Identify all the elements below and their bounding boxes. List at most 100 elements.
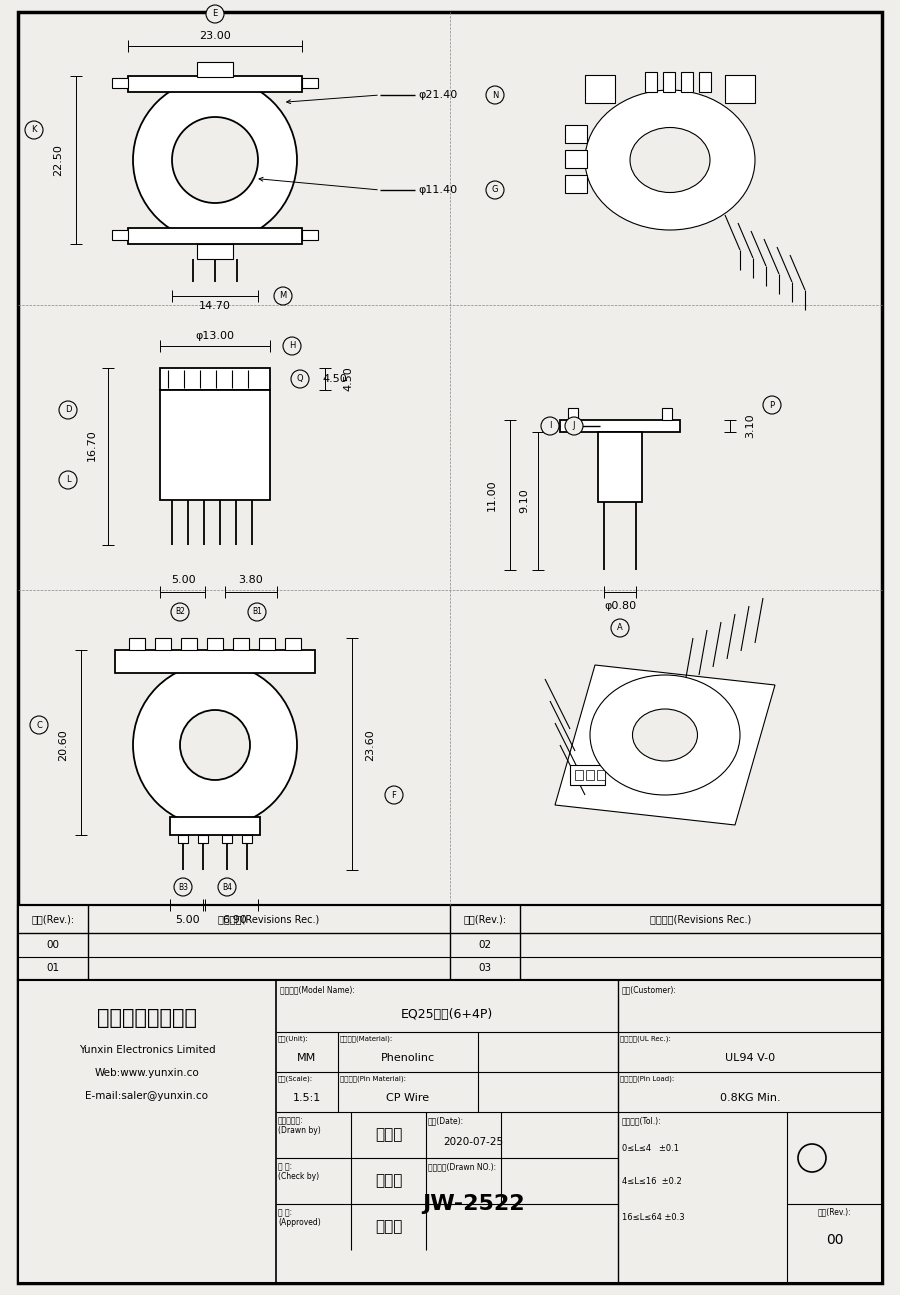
Text: 16≤L≤64 ±0.3: 16≤L≤64 ±0.3 [622,1213,685,1222]
Bar [725,75,755,104]
Bar [155,638,171,650]
Bar [197,243,233,259]
Bar [565,126,587,142]
Text: 针脚材质(Pin Material):: 针脚材质(Pin Material): [340,1075,406,1081]
Circle shape [59,471,77,490]
Text: φ11.40: φ11.40 [418,185,457,196]
Bar [302,231,318,240]
Text: D: D [65,405,71,414]
Text: 规格描述(Model Name):: 规格描述(Model Name): [280,985,355,995]
Text: 修改记录(Revisions Rec.): 修改记录(Revisions Rec.) [651,914,751,925]
Bar [586,771,594,780]
Bar [568,408,578,420]
Text: M: M [279,291,286,300]
Circle shape [206,5,224,23]
Text: N: N [491,91,499,100]
Bar [198,835,208,843]
Bar [181,638,197,650]
Bar [222,835,232,843]
Text: 23.60: 23.60 [365,729,375,761]
Circle shape [218,878,236,896]
Text: I: I [549,421,551,430]
Text: 张生坤: 张生坤 [374,1220,402,1234]
Circle shape [133,78,297,242]
Text: B1: B1 [252,607,262,616]
Text: 4.50: 4.50 [322,374,346,385]
Bar [128,228,302,243]
Ellipse shape [585,89,755,231]
Text: 03: 03 [479,963,491,974]
Text: 版本(Rev.):: 版本(Rev.): [32,914,75,925]
Bar [662,408,672,420]
Circle shape [274,287,292,306]
Circle shape [486,181,504,199]
Bar [565,150,587,168]
Polygon shape [555,666,775,825]
Text: B2: B2 [176,607,184,616]
Bar [112,231,128,240]
Bar [115,650,315,673]
Bar [242,835,252,843]
Bar [178,835,188,843]
Bar [129,638,145,650]
Text: 5.00: 5.00 [175,916,199,925]
Text: 3.10: 3.10 [745,413,755,438]
Circle shape [248,603,266,622]
Bar [585,75,615,104]
Bar [207,638,223,650]
Text: 02: 02 [479,940,491,949]
Bar [18,980,882,1283]
Circle shape [25,120,43,139]
Text: E: E [212,9,218,18]
Text: 客户(Customer):: 客户(Customer): [622,985,677,995]
Bar [645,73,657,92]
Bar [699,73,711,92]
Text: 2020-07-25: 2020-07-25 [444,1137,504,1147]
Bar [18,905,882,980]
Circle shape [174,878,192,896]
Text: Phenolinc: Phenolinc [381,1053,435,1063]
Text: E-mail:saler@yunxin.co: E-mail:saler@yunxin.co [86,1090,209,1101]
Text: 一般公差(Tol.):: 一般公差(Tol.): [622,1116,662,1125]
Text: 23.00: 23.00 [199,31,231,41]
Bar [285,638,301,650]
Bar [663,73,675,92]
Text: P: P [770,400,775,409]
Text: 11.00: 11.00 [487,479,497,510]
Text: 1.5:1: 1.5:1 [292,1093,321,1103]
Text: Q: Q [297,374,303,383]
Circle shape [541,417,559,435]
Circle shape [385,786,403,804]
Bar [597,771,605,780]
Text: 9.10: 9.10 [519,488,529,513]
Text: 20.60: 20.60 [58,729,68,761]
Text: 0.8KG Min.: 0.8KG Min. [720,1093,780,1103]
Text: 0≤L≤4   ±0.1: 0≤L≤4 ±0.1 [622,1145,679,1154]
Bar [160,390,270,500]
Text: H: H [289,342,295,351]
Text: B4: B4 [222,882,232,891]
Text: 韦景川: 韦景川 [374,1173,402,1189]
Bar [128,76,302,92]
Bar [570,765,605,785]
Text: MM: MM [297,1053,317,1063]
Text: 本体材质(Material):: 本体材质(Material): [340,1035,393,1041]
Text: EQ25立式(6+4P): EQ25立式(6+4P) [400,1009,493,1022]
Bar [160,368,270,390]
Bar [681,73,693,92]
Bar [233,638,249,650]
Ellipse shape [630,127,710,193]
Circle shape [59,401,77,420]
Text: L: L [66,475,70,484]
Circle shape [291,370,309,388]
Text: 工程与设计:
(Drawn by): 工程与设计: (Drawn by) [278,1116,320,1136]
Circle shape [133,663,297,828]
Ellipse shape [590,675,740,795]
Text: 00: 00 [47,940,59,949]
Text: 版本(Rev.):: 版本(Rev.): [818,1207,851,1216]
Text: 4.50: 4.50 [343,366,353,391]
Text: F: F [392,790,396,799]
Text: 产品编号(Drawn NO.):: 产品编号(Drawn NO.): [428,1162,496,1171]
Circle shape [763,396,781,414]
Text: Yunxin Electronics Limited: Yunxin Electronics Limited [78,1045,215,1055]
